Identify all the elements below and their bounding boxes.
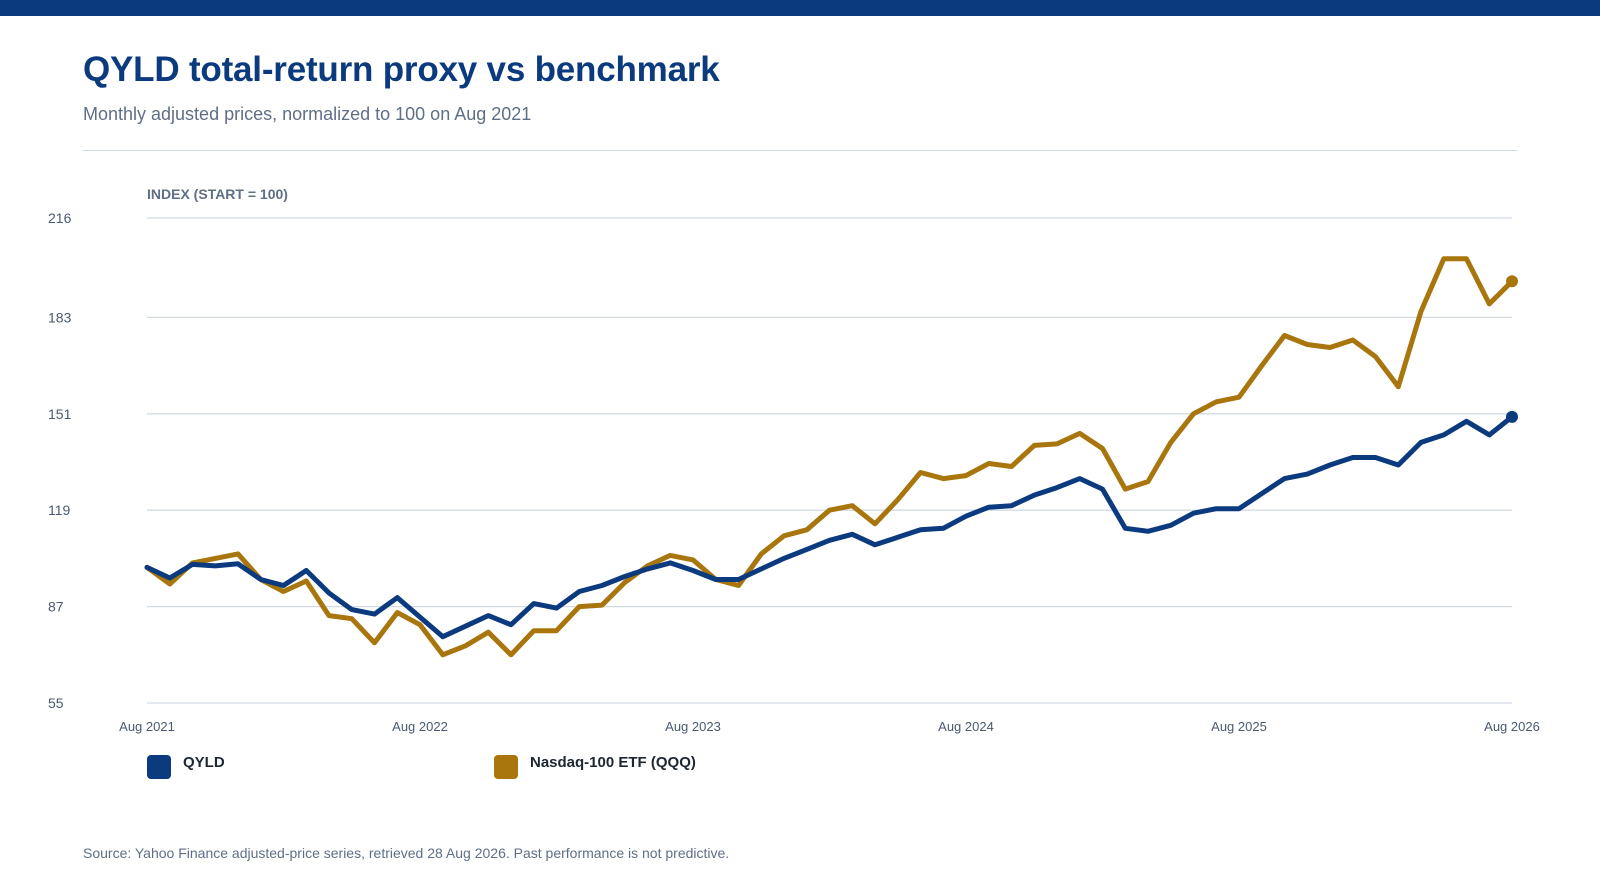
- y-tick-label: 119: [48, 502, 71, 518]
- x-tick-labels: Aug 2021 Aug 2022 Aug 2023 Aug 2024 Aug 2025…: [119, 719, 1540, 734]
- y-tick-labels: 55 87 119 151 183 216: [48, 210, 72, 711]
- x-tick-label: Aug 2021: [119, 719, 175, 734]
- legend-item-qyld: QYLD: [147, 755, 225, 779]
- y-tick-label: 216: [48, 210, 72, 226]
- legend-swatch-qqq: [494, 755, 518, 779]
- y-tick-label: 55: [48, 695, 64, 711]
- x-tick-label: Aug 2025: [1211, 719, 1267, 734]
- y-tick-label: 183: [48, 309, 72, 325]
- chart-title: QYLD total-return proxy vs benchmark: [83, 50, 720, 89]
- legend-label-qqq: Nasdaq-100 ETF (QQQ): [530, 754, 696, 771]
- x-tick-label: Aug 2024: [938, 719, 994, 734]
- series-endpoint-qyld: [1506, 410, 1518, 423]
- source-note: Source: Yahoo Finance adjusted-price ser…: [83, 845, 730, 861]
- y-tick-label: 151: [48, 406, 72, 422]
- header-divider: [83, 150, 1517, 151]
- series-line-qyld: [144, 414, 1515, 640]
- x-tick-label: Aug 2023: [665, 719, 721, 734]
- x-tick-label: Aug 2026: [1484, 719, 1540, 734]
- legend-label-qyld: QYLD: [183, 754, 225, 771]
- gridlines: [147, 217, 1512, 704]
- chart-subtitle: Monthly adjusted prices, normalized to 1…: [83, 104, 532, 124]
- y-axis-label: INDEX (START = 100): [147, 186, 288, 202]
- x-tick-label: Aug 2022: [392, 719, 448, 734]
- legend-swatch-qyld: [147, 755, 171, 779]
- legend-item-qqq: Nasdaq-100 ETF (QQQ): [494, 755, 696, 779]
- series-lines: [144, 256, 1518, 658]
- top-brand-bar: [0, 0, 1600, 16]
- series-endpoint-qqq: [1506, 275, 1518, 288]
- series-line-qqq: [144, 256, 1515, 658]
- y-tick-label: 87: [48, 599, 64, 615]
